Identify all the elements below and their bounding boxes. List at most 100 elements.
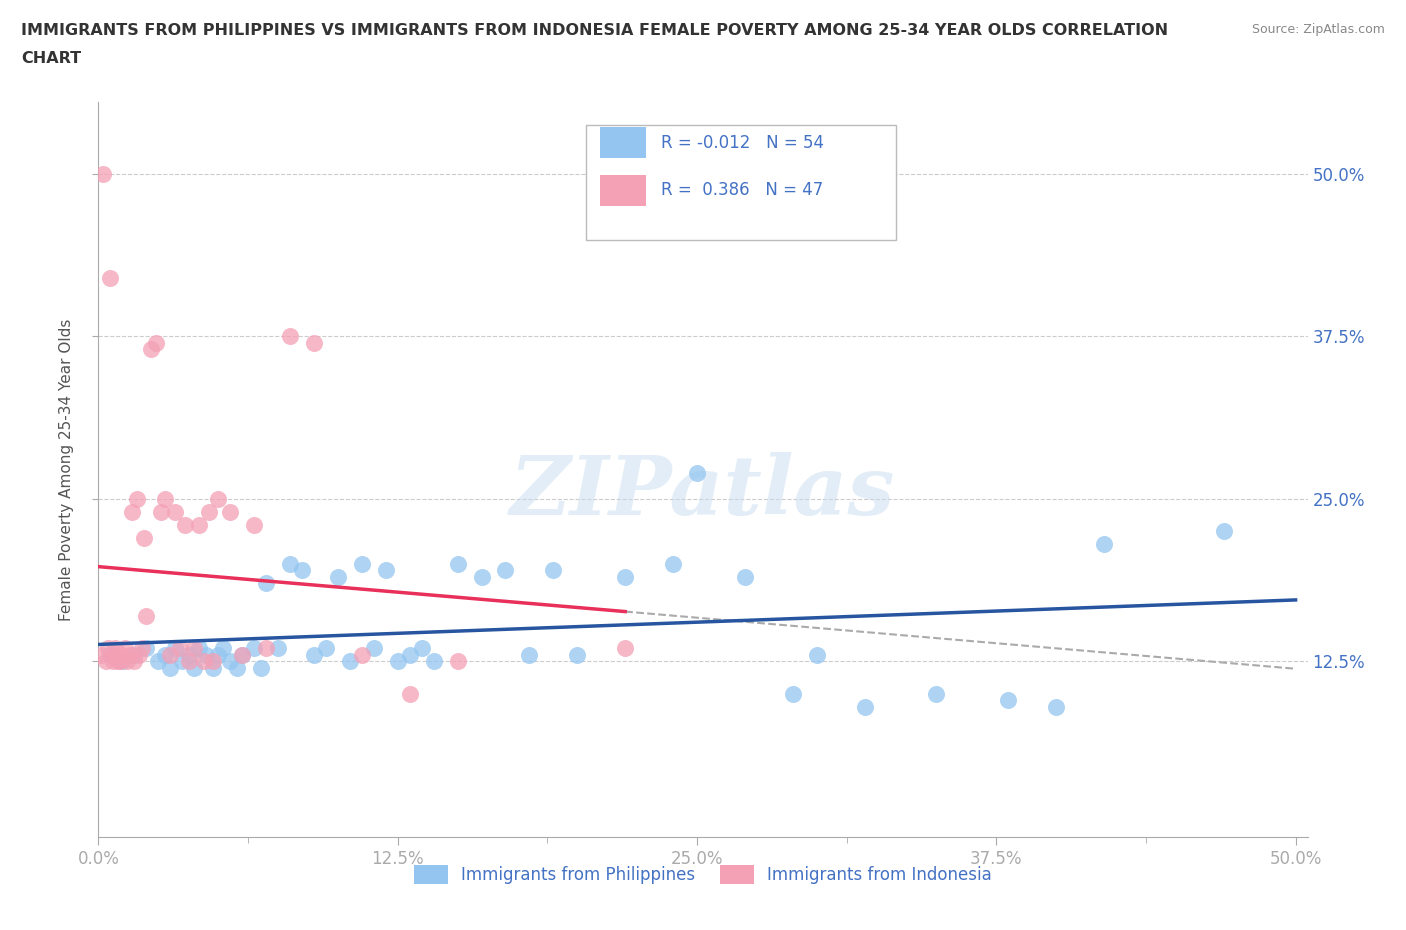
Point — [183, 660, 205, 675]
Point — [374, 563, 396, 578]
Point — [94, 654, 117, 669]
Point — [734, 569, 756, 584]
Point — [159, 660, 181, 675]
Point — [188, 641, 211, 656]
Point — [100, 647, 122, 662]
Point — [446, 654, 468, 669]
Point — [111, 647, 134, 662]
Point — [782, 686, 804, 701]
Point — [243, 517, 266, 532]
Point — [315, 641, 337, 656]
Point — [543, 563, 565, 578]
Point — [470, 569, 492, 584]
Point — [278, 556, 301, 571]
Point — [519, 647, 541, 662]
Text: IMMIGRANTS FROM PHILIPPINES VS IMMIGRANTS FROM INDONESIA FEMALE POVERTY AMONG 25: IMMIGRANTS FROM PHILIPPINES VS IMMIGRANT… — [21, 23, 1168, 38]
Point — [90, 647, 112, 662]
Point — [446, 556, 468, 571]
Point — [1212, 524, 1234, 538]
Point — [202, 660, 225, 675]
Point — [686, 465, 709, 480]
Point — [614, 569, 637, 584]
Point — [219, 504, 242, 519]
Point — [853, 699, 876, 714]
Point — [267, 641, 290, 656]
Point — [118, 647, 141, 662]
Point — [193, 654, 215, 669]
Point — [145, 336, 167, 351]
Point — [226, 660, 249, 675]
Point — [219, 654, 242, 669]
Point — [101, 654, 124, 669]
Point — [169, 641, 191, 656]
Point — [197, 504, 219, 519]
Point — [326, 569, 349, 584]
Point — [135, 608, 157, 623]
Point — [108, 654, 131, 669]
Point — [159, 647, 181, 662]
Y-axis label: Female Poverty Among 25-34 Year Olds: Female Poverty Among 25-34 Year Olds — [59, 318, 75, 621]
Point — [172, 654, 194, 669]
Point — [207, 647, 229, 662]
Point — [125, 491, 148, 506]
Point — [302, 647, 325, 662]
Point — [163, 504, 186, 519]
Point — [148, 654, 170, 669]
Point — [91, 166, 114, 181]
Point — [124, 654, 146, 669]
Point — [124, 647, 146, 662]
Legend: Immigrants from Philippines, Immigrants from Indonesia: Immigrants from Philippines, Immigrants … — [408, 858, 998, 891]
FancyBboxPatch shape — [586, 125, 897, 240]
Point — [398, 686, 420, 701]
Point — [278, 329, 301, 344]
Point — [567, 647, 589, 662]
Point — [350, 647, 373, 662]
Text: ZIPatlas: ZIPatlas — [510, 452, 896, 532]
Text: Source: ZipAtlas.com: Source: ZipAtlas.com — [1251, 23, 1385, 36]
Point — [411, 641, 433, 656]
Point — [1092, 537, 1115, 551]
Point — [250, 660, 273, 675]
Point — [173, 517, 195, 532]
Point — [495, 563, 517, 578]
Point — [350, 556, 373, 571]
Point — [100, 271, 122, 286]
Point — [163, 641, 186, 656]
Point — [302, 336, 325, 351]
Point — [131, 641, 153, 656]
Point — [1045, 699, 1067, 714]
Point — [806, 647, 828, 662]
Point — [139, 342, 162, 357]
Point — [243, 641, 266, 656]
Point — [387, 654, 409, 669]
Point — [107, 654, 129, 669]
Point — [183, 641, 205, 656]
FancyBboxPatch shape — [600, 127, 647, 158]
Point — [291, 563, 314, 578]
Point — [149, 504, 172, 519]
Point — [231, 647, 253, 662]
Point — [132, 530, 155, 545]
Point — [155, 647, 177, 662]
Point — [363, 641, 385, 656]
Point — [422, 654, 444, 669]
Point — [195, 647, 218, 662]
Point — [121, 504, 143, 519]
Point — [179, 654, 201, 669]
Point — [107, 647, 129, 662]
Point — [339, 654, 361, 669]
Point — [155, 491, 177, 506]
Point — [231, 647, 253, 662]
Point — [614, 641, 637, 656]
Point — [398, 647, 420, 662]
Point — [135, 641, 157, 656]
Point — [925, 686, 948, 701]
FancyBboxPatch shape — [600, 175, 647, 206]
Point — [115, 654, 138, 669]
Point — [188, 517, 211, 532]
Point — [254, 576, 277, 591]
Point — [97, 641, 120, 656]
Point — [207, 491, 229, 506]
Point — [101, 647, 124, 662]
Text: R =  0.386   N = 47: R = 0.386 N = 47 — [661, 181, 823, 199]
